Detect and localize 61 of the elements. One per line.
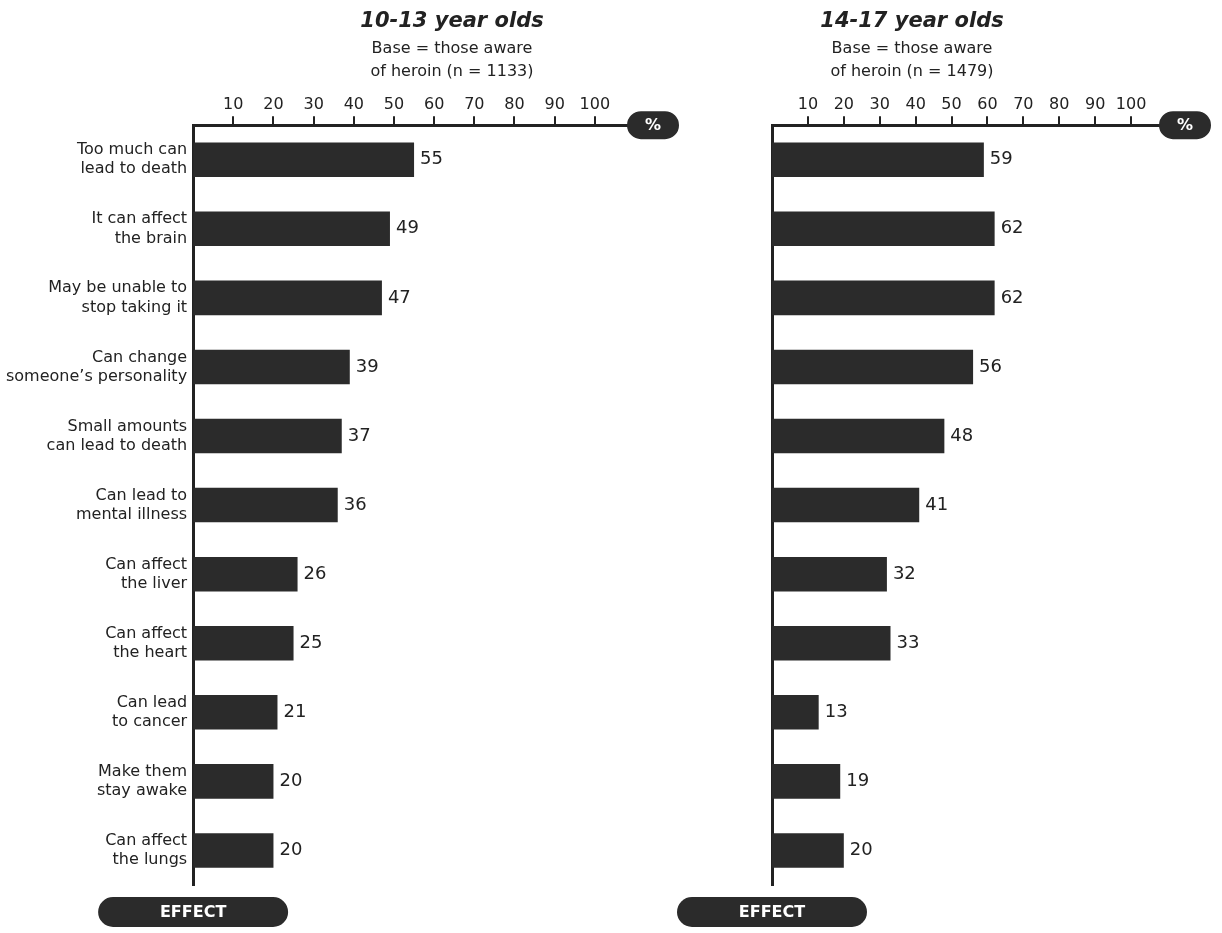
data-label: 37: [347, 423, 371, 445]
data-label: 32: [892, 561, 916, 583]
y-axis-title: EFFECT: [159, 902, 227, 922]
x-tick-label: 10: [797, 93, 819, 113]
y-tick-label: Make them stay awake: [96, 760, 188, 800]
data-label: 47: [387, 285, 411, 307]
data-label: 26: [303, 561, 327, 583]
y-tick-label: Can lead to mental illness: [75, 484, 188, 523]
x-tick-label: 80: [1049, 93, 1070, 113]
x-tick-label: 70: [1013, 93, 1034, 113]
y-tick-label: Can affect the heart: [105, 622, 188, 661]
chart-subtitle: Base = those aware of heroin (n = 1479): [829, 37, 995, 82]
x-tick-label: 50: [941, 93, 962, 113]
x-tick-label: 30: [303, 93, 324, 113]
y-tick-label: Can lead to cancer: [112, 691, 188, 731]
x-tick-label: 80: [504, 93, 525, 113]
data-label: 25: [299, 630, 323, 652]
data-label: 41: [925, 492, 949, 514]
data-label: 20: [849, 838, 873, 860]
data-label: 56: [979, 354, 1002, 376]
data-label: 21: [283, 699, 307, 721]
data-label: 49: [395, 216, 419, 238]
y-tick-label: Can affect the lungs: [105, 830, 188, 869]
x-tick-label: 100: [579, 93, 611, 113]
x-tick-label: 20: [833, 93, 854, 113]
y-tick-label: Can affect the liver: [105, 553, 188, 592]
chart-title: 14-17 year olds: [819, 8, 1005, 32]
x-tick-label: 60: [977, 93, 998, 113]
x-tick-label: 90: [1085, 93, 1106, 113]
x-tick-label: 100: [1115, 93, 1147, 113]
x-axis-title: %: [1176, 115, 1194, 135]
data-label: 39: [355, 354, 379, 376]
x-tick-label: 10: [223, 93, 244, 113]
y-tick-label: May be unable to stop taking it: [48, 277, 188, 316]
x-tick-label: 30: [869, 93, 890, 113]
data-label: 33: [896, 630, 920, 652]
x-tick-label: 60: [423, 93, 445, 113]
x-tick-label: 90: [544, 93, 565, 113]
y-tick-label: Small amounts can lead to death: [46, 415, 188, 454]
data-label: 13: [824, 699, 848, 721]
data-label: 20: [279, 838, 303, 860]
chart-subtitle: Base = those aware of heroin (n = 1133): [369, 37, 535, 82]
data-label: 20: [279, 769, 303, 791]
x-tick-label: 40: [343, 93, 364, 113]
data-label: 59: [989, 147, 1013, 169]
y-axis-title: EFFECT: [738, 902, 806, 922]
x-tick-label: 50: [383, 93, 405, 113]
x-tick-label: 70: [464, 93, 485, 113]
y-tick-label: Too much can lead to death: [75, 139, 188, 178]
data-label: 55: [420, 147, 443, 169]
data-label: 48: [950, 423, 974, 445]
x-tick-label: 40: [905, 93, 926, 113]
y-tick-label: Can change someone’s personality: [5, 346, 188, 385]
data-label: 62: [1000, 285, 1024, 307]
x-tick-label: 20: [263, 93, 284, 113]
data-label: 62: [1000, 216, 1024, 238]
data-label: 19: [846, 769, 870, 791]
data-label: 36: [343, 492, 367, 514]
y-tick-label: It can affect the brain: [91, 208, 188, 247]
x-axis-title: %: [644, 115, 662, 135]
chart-title: 10-13 year olds: [359, 8, 545, 32]
